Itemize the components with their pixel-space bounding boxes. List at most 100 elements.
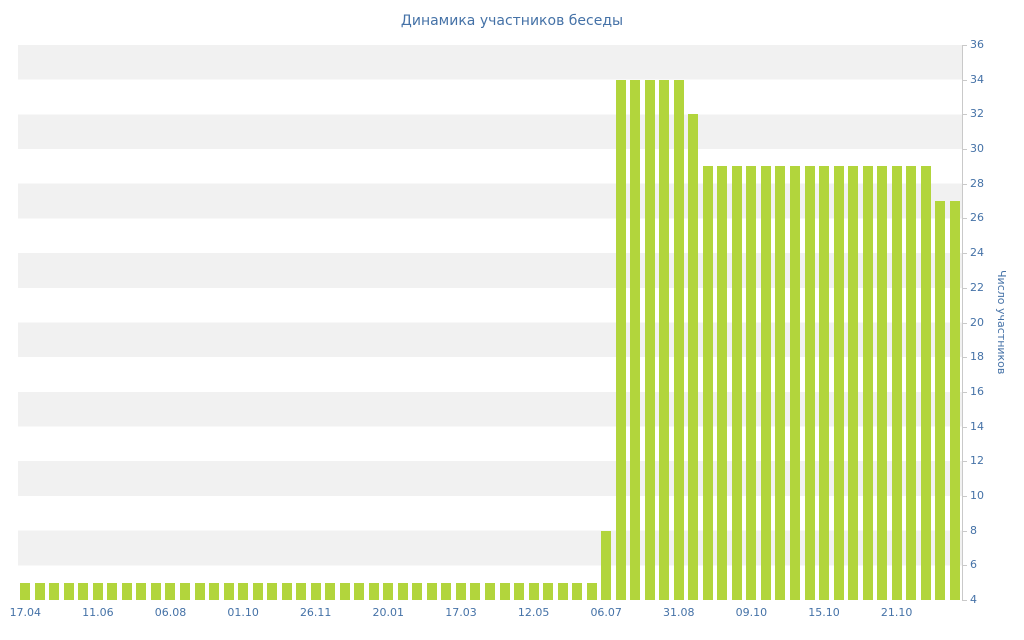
bar[interactable] xyxy=(267,582,278,600)
bar[interactable] xyxy=(368,582,379,600)
bar[interactable] xyxy=(746,166,757,600)
bar[interactable] xyxy=(470,582,481,600)
y-tick-label: 36 xyxy=(970,38,984,51)
chart-title: Динамика участников беседы xyxy=(400,13,624,29)
y-tick-label: 10 xyxy=(970,488,984,502)
bar[interactable] xyxy=(121,582,132,600)
bar[interactable] xyxy=(557,582,568,600)
plot-area[interactable] xyxy=(18,45,962,600)
bar[interactable] xyxy=(906,166,917,600)
bar[interactable] xyxy=(136,582,147,600)
y-tick-label: 16 xyxy=(970,384,984,398)
bar[interactable] xyxy=(833,166,844,600)
y-tick-mark xyxy=(962,287,967,289)
bar[interactable] xyxy=(862,166,873,600)
x-axis-label: 06.08 xyxy=(154,606,187,619)
bar[interactable] xyxy=(572,582,583,600)
y-tick-mark xyxy=(962,495,967,497)
bar[interactable] xyxy=(20,582,31,600)
bar[interactable] xyxy=(630,79,641,600)
bar[interactable] xyxy=(412,582,423,600)
x-axis-label: 12.05 xyxy=(517,606,550,619)
bar[interactable] xyxy=(78,582,89,600)
y-tick-mark xyxy=(962,426,967,428)
y-tick-mark xyxy=(962,461,967,463)
bar[interactable] xyxy=(441,582,452,600)
bar[interactable] xyxy=(848,166,859,600)
bar[interactable] xyxy=(252,582,263,600)
bar[interactable] xyxy=(804,166,815,600)
bar[interactable] xyxy=(920,166,931,600)
bar[interactable] xyxy=(238,582,249,600)
y-tick-mark xyxy=(962,530,967,532)
bar[interactable] xyxy=(731,166,742,600)
x-axis-label: 26.11 xyxy=(299,606,332,619)
bar[interactable] xyxy=(659,79,670,600)
bar[interactable] xyxy=(296,582,307,600)
y-tick-label: 18 xyxy=(970,350,984,364)
x-axis-label: 20.01 xyxy=(372,606,405,619)
x-axis-label: 01.10 xyxy=(227,606,259,619)
bar[interactable] xyxy=(150,582,161,600)
bar[interactable] xyxy=(819,166,830,600)
bar[interactable] xyxy=(935,201,946,600)
bar[interactable] xyxy=(514,582,525,600)
bar[interactable] xyxy=(485,582,495,600)
bar[interactable] xyxy=(528,582,539,600)
bar[interactable] xyxy=(165,582,176,600)
bar[interactable] xyxy=(586,582,597,600)
y-tick-label: 28 xyxy=(970,176,984,190)
y-tick-label: 26 xyxy=(970,211,984,225)
bar[interactable] xyxy=(107,582,118,600)
bar[interactable] xyxy=(601,530,612,600)
bar[interactable] xyxy=(789,166,800,600)
bar[interactable] xyxy=(339,582,350,600)
y-tick-label: 12 xyxy=(970,454,984,468)
bar[interactable] xyxy=(688,114,699,600)
bar[interactable] xyxy=(891,166,902,600)
bar[interactable] xyxy=(949,201,960,600)
bar[interactable] xyxy=(775,166,786,600)
y-tick-mark xyxy=(962,600,967,601)
y-tick-label: 6 xyxy=(970,558,977,572)
bar[interactable] xyxy=(615,79,626,600)
bar[interactable] xyxy=(543,582,554,600)
bar[interactable] xyxy=(180,582,191,600)
bar[interactable] xyxy=(426,582,437,600)
bar[interactable] xyxy=(673,79,684,600)
y-tick-mark xyxy=(962,391,967,393)
bar[interactable] xyxy=(34,582,45,600)
bar[interactable] xyxy=(194,582,205,600)
bar[interactable] xyxy=(877,166,888,600)
bar[interactable] xyxy=(760,166,771,600)
y-tick-mark xyxy=(962,149,967,151)
bar[interactable] xyxy=(499,582,510,600)
y-tick-mark xyxy=(962,79,967,81)
bar[interactable] xyxy=(717,166,728,600)
bar[interactable] xyxy=(455,582,466,600)
x-axis-label: 21.10 xyxy=(880,606,913,619)
y-tick-mark xyxy=(962,45,967,46)
bar[interactable] xyxy=(92,582,103,600)
bar[interactable] xyxy=(702,166,713,600)
x-axis-label: 09.10 xyxy=(735,606,768,619)
y-tick-mark xyxy=(962,183,967,185)
y-tick-label: 22 xyxy=(970,280,984,294)
y-tick-label: 30 xyxy=(970,142,984,156)
bar[interactable] xyxy=(223,582,234,600)
bar[interactable] xyxy=(310,582,321,600)
bar[interactable] xyxy=(63,582,74,600)
y-tick-mark xyxy=(962,357,967,359)
bar[interactable] xyxy=(49,582,60,600)
x-axis-label: 15.10 xyxy=(808,606,840,619)
bar[interactable] xyxy=(354,582,365,600)
bar[interactable] xyxy=(281,582,292,600)
bar[interactable] xyxy=(644,79,655,600)
bar[interactable] xyxy=(209,582,220,600)
bar[interactable] xyxy=(397,582,408,600)
bar[interactable] xyxy=(325,582,336,600)
x-axis-label: 17.04 xyxy=(9,606,42,619)
y-tick-label: 34 xyxy=(970,72,984,86)
y-tick-mark xyxy=(962,218,967,220)
bar[interactable] xyxy=(383,582,394,600)
